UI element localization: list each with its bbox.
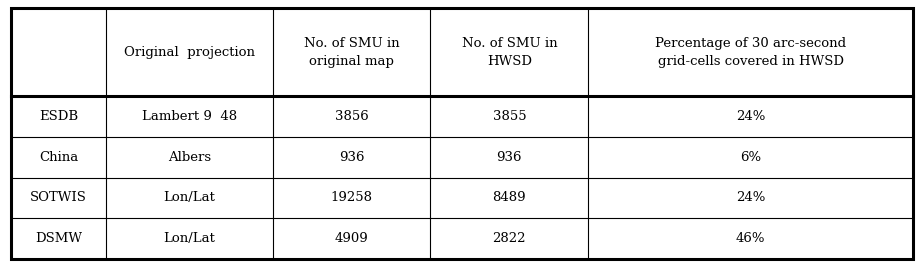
Text: Percentage of 30 arc-second
grid-cells covered in HWSD: Percentage of 30 arc-second grid-cells c… [655, 36, 846, 68]
Text: 6%: 6% [740, 151, 761, 164]
Text: SOTWIS: SOTWIS [30, 191, 87, 204]
Text: 8489: 8489 [492, 191, 526, 204]
Text: Lambert 9  48: Lambert 9 48 [141, 110, 237, 123]
Text: ESDB: ESDB [39, 110, 78, 123]
Text: No. of SMU in
HWSD: No. of SMU in HWSD [461, 36, 557, 68]
Text: 4909: 4909 [334, 232, 369, 245]
Text: 46%: 46% [736, 232, 765, 245]
Text: 24%: 24% [736, 110, 765, 123]
Text: 2822: 2822 [492, 232, 526, 245]
Text: 24%: 24% [736, 191, 765, 204]
Text: 936: 936 [339, 151, 364, 164]
Text: 19258: 19258 [331, 191, 372, 204]
Text: Lon/Lat: Lon/Lat [164, 232, 215, 245]
Text: 3855: 3855 [492, 110, 526, 123]
Text: Lon/Lat: Lon/Lat [164, 191, 215, 204]
Text: 936: 936 [496, 151, 522, 164]
Text: China: China [39, 151, 78, 164]
Text: Original  projection: Original projection [124, 46, 255, 59]
Text: 3856: 3856 [334, 110, 369, 123]
Text: Albers: Albers [167, 151, 211, 164]
Text: No. of SMU in
original map: No. of SMU in original map [304, 36, 399, 68]
Text: DSMW: DSMW [35, 232, 82, 245]
